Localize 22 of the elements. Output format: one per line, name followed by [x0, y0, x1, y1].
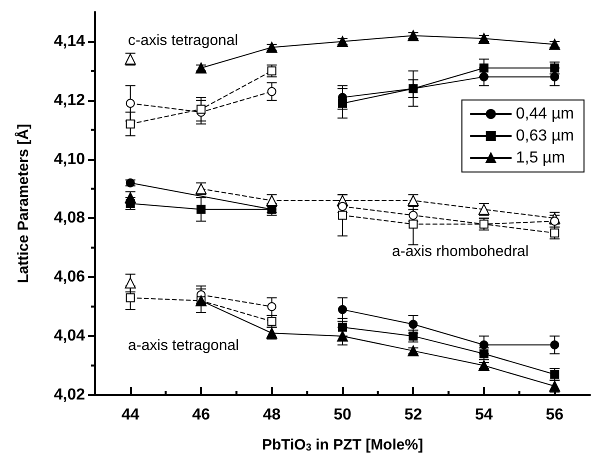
legend-label: 0,44 µm: [516, 106, 574, 122]
x-tick-label: 46: [192, 406, 210, 424]
x-tick-label: 44: [121, 406, 140, 424]
x-tick-label: 50: [334, 406, 352, 424]
y-tick-label: 4,02: [54, 386, 86, 404]
y-tick-label: 4,12: [54, 92, 86, 109]
y-tick-label: 4,08: [54, 210, 86, 227]
y-tick-label: 4,06: [54, 268, 86, 286]
legend-label: 0,63 µm: [516, 128, 574, 144]
x-tick-label: 56: [546, 406, 564, 424]
annotation: a-axis tetragonal: [128, 337, 239, 354]
x-axis-title: PbTiO3 in PZT [Mole%]: [262, 436, 424, 454]
annotation: a-axis rhombohedral: [392, 243, 529, 260]
annotation: c-axis tetragonal: [128, 32, 238, 49]
y-tick-label: 4,04: [54, 328, 86, 345]
y-tick-label: 4,14: [54, 32, 86, 50]
y-tick-label: 4,10: [54, 150, 86, 168]
x-tick-label: 52: [404, 406, 422, 424]
y-axis-title: Lattice Parameters [Å]: [14, 124, 32, 284]
legend-label: 1,5 µm: [516, 150, 566, 166]
x-tick-label: 54: [475, 406, 493, 424]
x-tick-label: 48: [262, 406, 281, 424]
